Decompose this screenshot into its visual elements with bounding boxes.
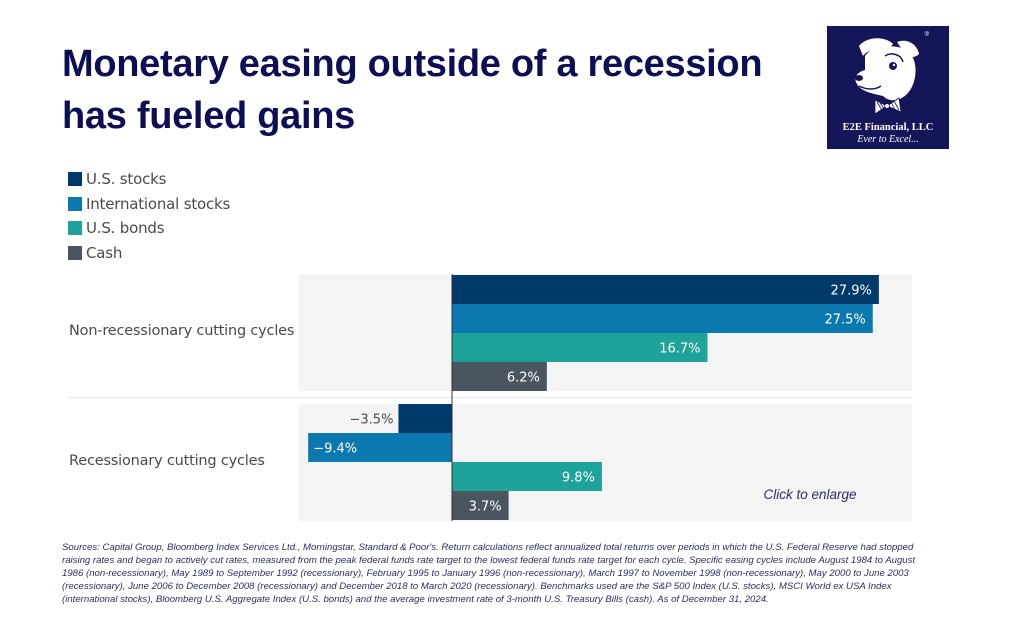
- legend-swatch: [68, 196, 82, 211]
- logo-tagline: Ever to Excel...: [857, 134, 919, 145]
- bar-value-label: 27.9%: [831, 284, 872, 299]
- legend-label: International stocks: [86, 194, 231, 213]
- registered-mark: ®: [924, 32, 929, 38]
- category-label-non-recessionary: Non-recessionary cutting cycles: [69, 323, 295, 339]
- legend-label: U.S. stocks: [86, 170, 167, 189]
- footnote-sources: Sources: Capital Group, Bloomberg Index …: [62, 542, 916, 605]
- bar-value-label: −9.4%: [313, 442, 357, 457]
- bar-u-s-stocks[interactable]: [452, 275, 879, 304]
- page-title: Monetary easing outside of a recession h…: [62, 43, 763, 137]
- bar-value-label: 6.2%: [507, 371, 540, 386]
- dog-with-bowtie-icon: [855, 38, 919, 115]
- legend-label: Cash: [86, 243, 123, 262]
- legend-item-us-stocks: U.S. stocks: [68, 167, 230, 192]
- bar-international-stocks[interactable]: [308, 433, 452, 462]
- bar-u-s-bonds[interactable]: [452, 333, 708, 362]
- bar-international-stocks[interactable]: [452, 304, 873, 333]
- legend-swatch: [68, 172, 82, 187]
- legend-item-international-stocks: International stocks: [68, 192, 230, 217]
- bar-u-s-bonds[interactable]: [452, 462, 602, 491]
- legend-swatch: [68, 221, 82, 236]
- legend-swatch: [68, 245, 82, 260]
- category-label-recessionary: Recessionary cutting cycles: [69, 453, 265, 469]
- bar-value-label: 9.8%: [562, 471, 595, 486]
- company-logo[interactable]: ® E2E Financial, LLC Ever to Excel...: [827, 26, 949, 149]
- bar-value-label: −3.5%: [350, 413, 394, 428]
- bar-u-s-stocks[interactable]: [398, 404, 452, 433]
- legend-label: U.S. bonds: [86, 219, 165, 238]
- chart-legend: U.S. stocks International stocks U.S. bo…: [68, 167, 230, 265]
- bar-value-label: 27.5%: [824, 313, 865, 328]
- click-to-enlarge-link[interactable]: Click to enlarge: [763, 487, 856, 502]
- bar-value-label: 16.7%: [659, 342, 700, 357]
- legend-item-us-bonds: U.S. bonds: [68, 216, 230, 241]
- logo-brand-name: E2E Financial, LLC: [842, 122, 934, 133]
- bar-cash[interactable]: [452, 491, 509, 520]
- bar-value-label: 3.7%: [469, 500, 502, 515]
- legend-item-cash: Cash: [68, 241, 230, 266]
- bar-cash[interactable]: [452, 362, 547, 391]
